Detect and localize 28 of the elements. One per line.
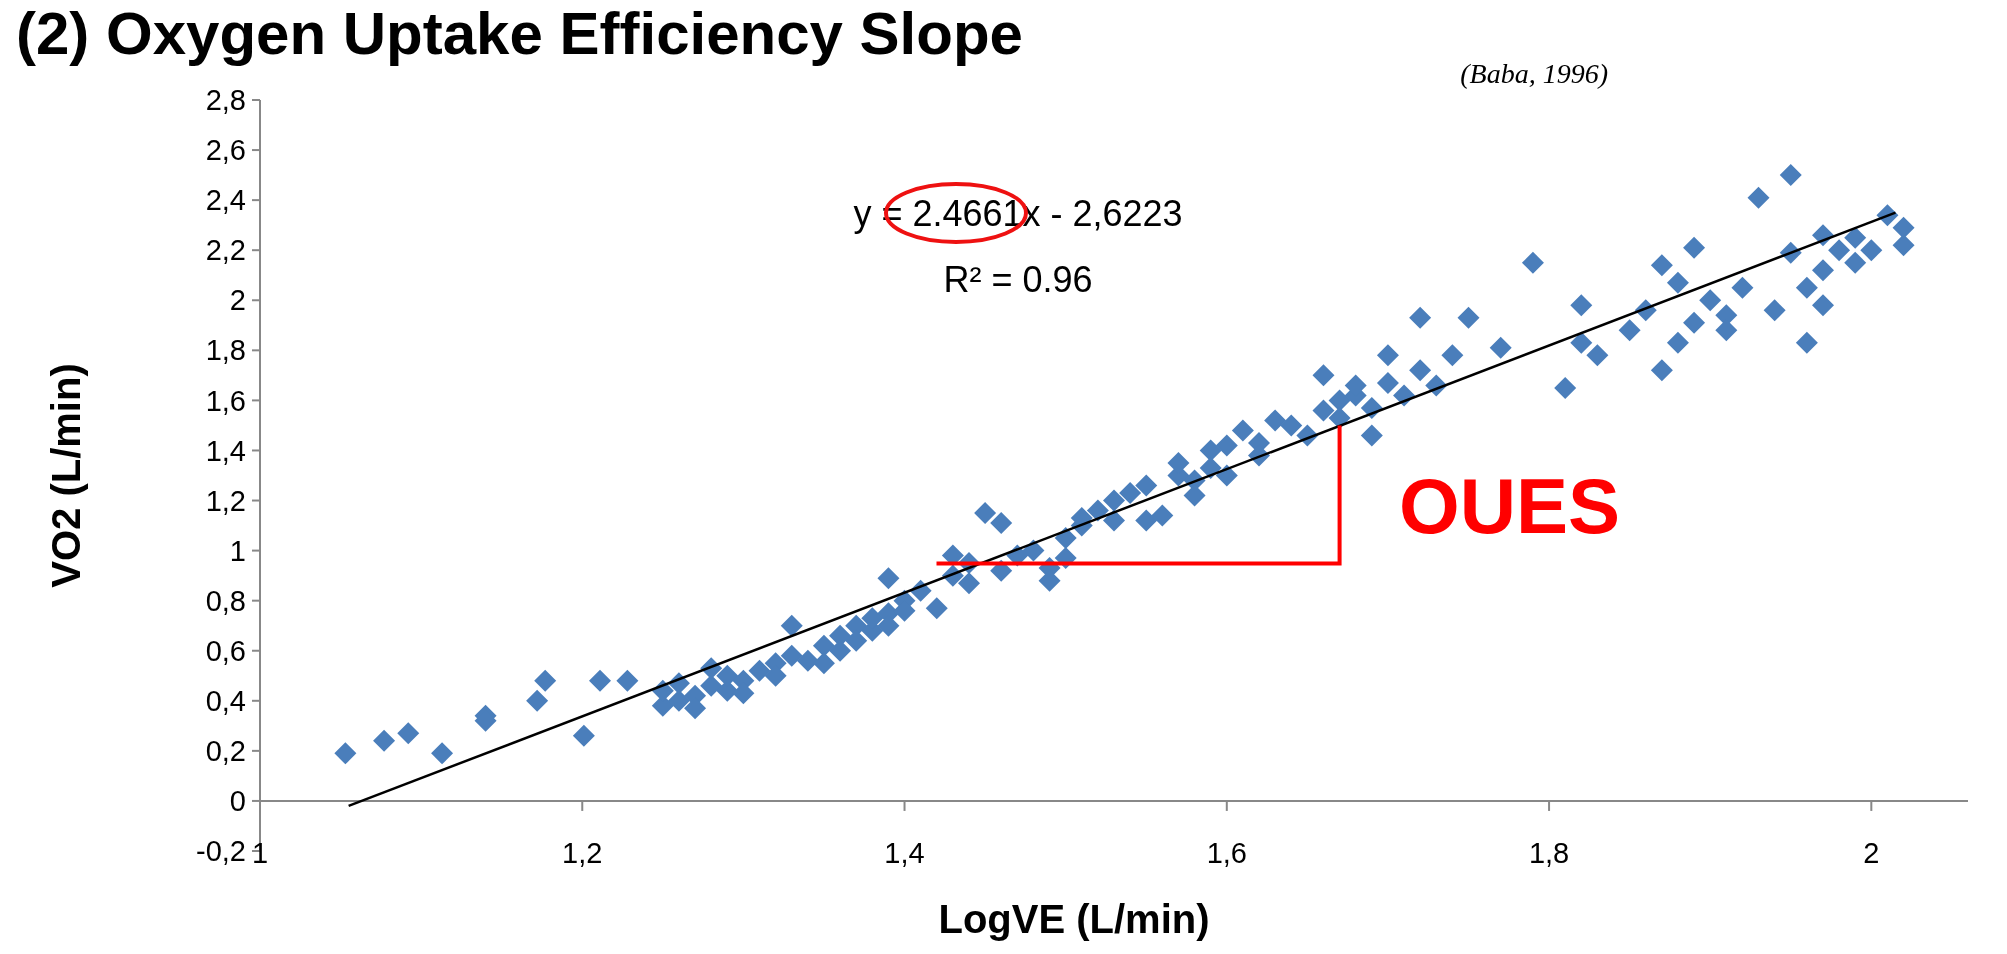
- y-tick-label: 2,8: [205, 84, 246, 117]
- y-axis-title: VO2 (L/min): [44, 363, 88, 588]
- y-tick-label: 1,4: [205, 434, 246, 467]
- y-tick-label: 1,8: [205, 334, 246, 367]
- x-tick-label: 1,6: [1206, 837, 1247, 869]
- x-tick-label: 2: [1863, 837, 1880, 869]
- x-tick-label: 1: [251, 837, 269, 869]
- y-tick-label: 2,4: [205, 184, 246, 217]
- y-tick-label: 0,8: [205, 584, 246, 617]
- x-tick-label: 1,4: [884, 837, 925, 869]
- y-tick-label: 0,6: [205, 634, 246, 667]
- chart-title: (2) Oxygen Uptake Efficiency Slope: [16, 0, 1023, 67]
- y-tick-label: 0,2: [205, 735, 246, 768]
- text: (Baba, 1996): [1460, 58, 1608, 89]
- annotation: OUES: [1399, 462, 1621, 551]
- x-axis-title: LogVE (L/min): [938, 897, 1210, 941]
- y-tick-label: 2,6: [205, 134, 246, 167]
- x-tick-label: 1,8: [1528, 837, 1570, 869]
- y-tick-label: 0: [229, 785, 246, 818]
- y-tick-label: 1,6: [205, 384, 246, 417]
- annotation: R² = 0.96: [943, 259, 1093, 300]
- x-tick-label: 1,2: [562, 837, 603, 869]
- y-tick-label: 1,2: [205, 484, 246, 517]
- y-tick-label: 2,2: [205, 234, 246, 267]
- y-tick-label: 1: [229, 534, 246, 567]
- y-tick-label: 2: [229, 284, 246, 317]
- y-tick-label: -0,2: [196, 835, 246, 868]
- y-tick-label: 0,4: [205, 684, 246, 717]
